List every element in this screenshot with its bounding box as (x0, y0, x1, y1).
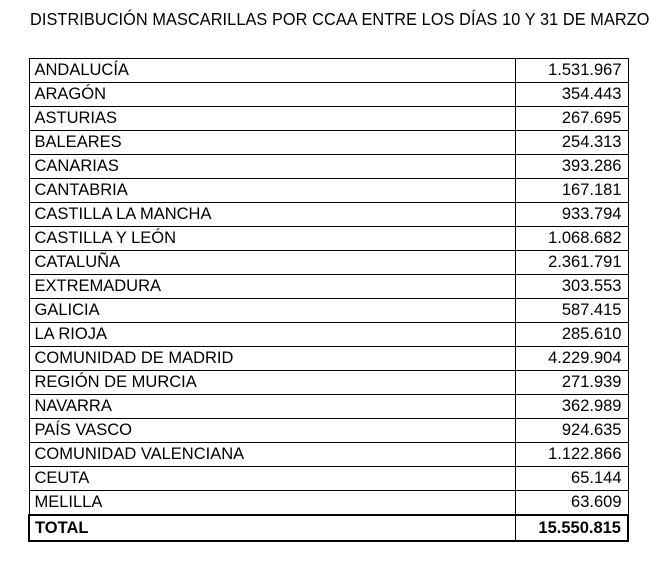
region-name: COMUNIDAD VALENCIANA (28, 442, 516, 467)
mask-count: 362.989 (514, 394, 629, 419)
mask-count: 303.553 (514, 274, 629, 299)
mask-count: 254.313 (514, 130, 629, 155)
mask-count: 1.122.866 (514, 442, 629, 467)
mask-count: 285.610 (514, 322, 629, 347)
table-row: BALEARES 254.313 (28, 130, 629, 155)
region-name: ARAGÓN (28, 82, 516, 107)
table-row: NAVARRA 362.989 (28, 394, 629, 419)
region-name: CANARIAS (28, 154, 516, 179)
region-name: GALICIA (28, 298, 516, 323)
mask-count: 267.695 (514, 106, 629, 131)
table-row: REGIÓN DE MURCIA 271.939 (28, 370, 629, 395)
table-row: ARAGÓN 354.443 (28, 82, 629, 107)
mask-count: 587.415 (514, 298, 629, 323)
mask-count: 167.181 (514, 178, 629, 203)
mask-count: 4.229.904 (514, 346, 629, 371)
table-row: CANARIAS 393.286 (28, 154, 629, 179)
total-label: TOTAL (28, 514, 516, 542)
mask-count: 271.939 (514, 370, 629, 395)
total-value: 15.550.815 (514, 514, 629, 542)
region-name: BALEARES (28, 130, 516, 155)
table-row: COMUNIDAD VALENCIANA 1.122.866 (28, 442, 629, 467)
table-body: ANDALUCÍA 1.531.967 ARAGÓN 354.443 ASTURIAS 2… (28, 58, 629, 542)
total-row: TOTAL 15.550.815 (28, 514, 629, 542)
table-row: MELILLA 63.609 (28, 490, 629, 516)
table-row: CATALUÑA 2.361.791 (28, 250, 629, 275)
region-name: CEUTA (28, 466, 516, 491)
region-name: ANDALUCÍA (28, 58, 516, 83)
region-name: CASTILLA LA MANCHA (28, 202, 516, 227)
mask-count: 354.443 (514, 82, 629, 107)
region-name: PAÍS VASCO (28, 418, 516, 443)
region-name: EXTREMADURA (28, 274, 516, 299)
region-name: REGIÓN DE MURCIA (28, 370, 516, 395)
region-name: CASTILLA Y LEÓN (28, 226, 516, 251)
mask-count: 65.144 (514, 466, 629, 491)
mask-count: 63.609 (514, 490, 629, 516)
table-row: CEUTA 65.144 (28, 466, 629, 491)
mask-count: 924.635 (514, 418, 629, 443)
table-row: PAÍS VASCO 924.635 (28, 418, 629, 443)
table-row: COMUNIDAD DE MADRID 4.229.904 (28, 346, 629, 371)
region-name: LA RIOJA (28, 322, 516, 347)
table-row: EXTREMADURA 303.553 (28, 274, 629, 299)
page-title: DISTRIBUCIÓN MASCARILLAS POR CCAA ENTRE … (30, 9, 650, 29)
table-row: ANDALUCÍA 1.531.967 (28, 58, 629, 83)
region-name: MELILLA (28, 490, 516, 516)
table-row: CANTABRIA 167.181 (28, 178, 629, 203)
region-name: COMUNIDAD DE MADRID (28, 346, 516, 371)
mask-count: 933.794 (514, 202, 629, 227)
table-row: LA RIOJA 285.610 (28, 322, 629, 347)
mask-count: 393.286 (514, 154, 629, 179)
mask-count: 1.068.682 (514, 226, 629, 251)
table-row: ASTURIAS 267.695 (28, 106, 629, 131)
mask-count: 1.531.967 (514, 58, 629, 83)
table-row: GALICIA 587.415 (28, 298, 629, 323)
region-name: CATALUÑA (28, 250, 516, 275)
table-row: CASTILLA LA MANCHA 933.794 (28, 202, 629, 227)
region-name: ASTURIAS (28, 106, 516, 131)
distribution-table: ANDALUCÍA 1.531.967 ARAGÓN 354.443 ASTURIAS 2… (28, 58, 629, 542)
table-row: CASTILLA Y LEÓN 1.068.682 (28, 226, 629, 251)
region-name: NAVARRA (28, 394, 516, 419)
mask-count: 2.361.791 (514, 250, 629, 275)
region-name: CANTABRIA (28, 178, 516, 203)
